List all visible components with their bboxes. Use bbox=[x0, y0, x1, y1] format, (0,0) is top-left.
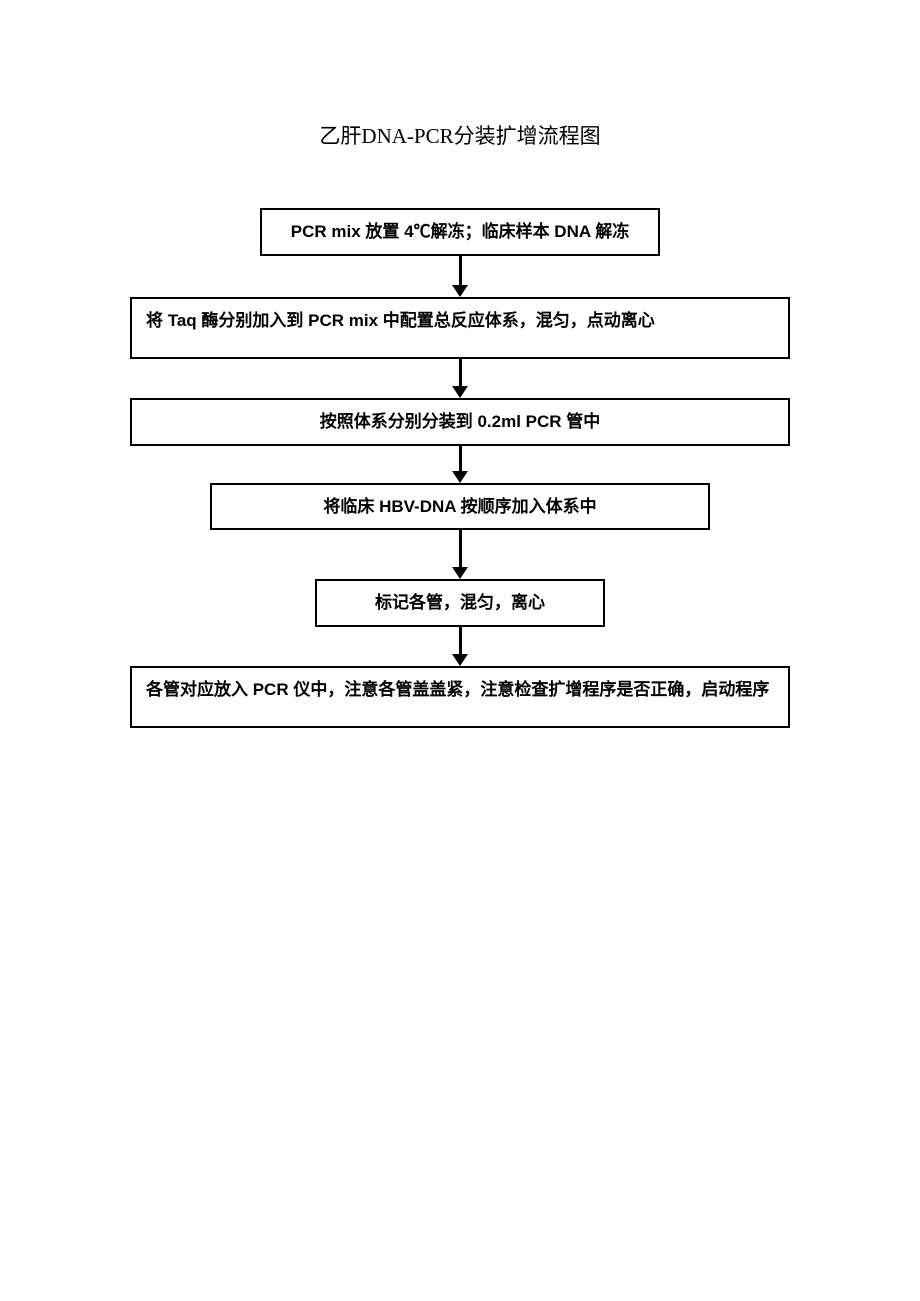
flowchart-arrow bbox=[452, 530, 468, 579]
page-title: 乙肝DNA-PCR分装扩增流程图 bbox=[0, 120, 920, 150]
flowchart-arrow bbox=[452, 359, 468, 398]
flowchart-node-n6: 各管对应放入 PCR 仪中，注意各管盖盖紧，注意检查扩增程序是否正确，启动程序 bbox=[130, 666, 790, 728]
flowchart-node-n4: 将临床 HBV-DNA 按顺序加入体系中 bbox=[210, 483, 710, 531]
flowchart-container: PCR mix 放置 4℃解冻；临床样本 DNA 解冻将 Taq 酶分别加入到 … bbox=[0, 208, 920, 728]
flowchart-node-n1: PCR mix 放置 4℃解冻；临床样本 DNA 解冻 bbox=[260, 208, 660, 256]
flowchart-node-n5: 标记各管，混匀，离心 bbox=[315, 579, 605, 627]
flowchart-node-n2: 将 Taq 酶分别加入到 PCR mix 中配置总反应体系，混匀，点动离心 bbox=[130, 297, 790, 359]
flowchart-arrow bbox=[452, 256, 468, 297]
flowchart-arrow bbox=[452, 446, 468, 483]
flowchart-arrow bbox=[452, 627, 468, 666]
flowchart-node-n3: 按照体系分别分装到 0.2ml PCR 管中 bbox=[130, 398, 790, 446]
